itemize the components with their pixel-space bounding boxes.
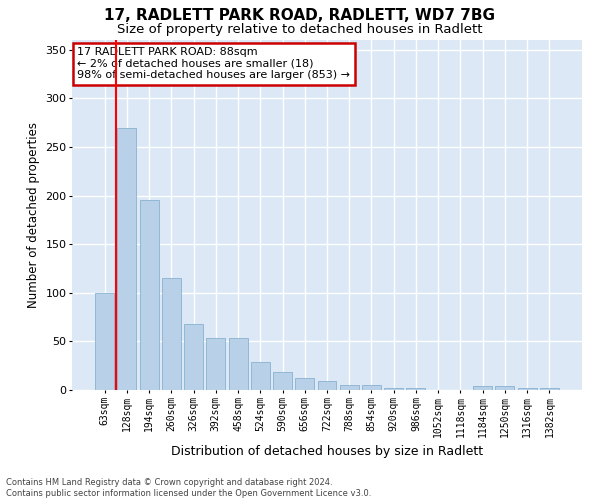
Bar bbox=[496, 386, 514, 390]
Bar bbox=[540, 388, 559, 390]
Bar bbox=[118, 128, 136, 390]
Text: 17, RADLETT PARK ROAD, RADLETT, WD7 7BG: 17, RADLETT PARK ROAD, RADLETT, WD7 7BG bbox=[104, 8, 496, 22]
X-axis label: Distribution of detached houses by size in Radlett: Distribution of detached houses by size … bbox=[171, 445, 483, 458]
Bar bbox=[206, 338, 225, 390]
Bar bbox=[295, 378, 314, 390]
Bar bbox=[362, 385, 381, 390]
Bar bbox=[95, 293, 114, 390]
Bar bbox=[251, 362, 270, 390]
Bar bbox=[184, 324, 203, 390]
Bar bbox=[273, 372, 292, 390]
Bar bbox=[140, 200, 158, 390]
Bar bbox=[340, 385, 359, 390]
Text: Size of property relative to detached houses in Radlett: Size of property relative to detached ho… bbox=[117, 22, 483, 36]
Bar bbox=[162, 278, 181, 390]
Text: 17 RADLETT PARK ROAD: 88sqm
← 2% of detached houses are smaller (18)
98% of semi: 17 RADLETT PARK ROAD: 88sqm ← 2% of deta… bbox=[77, 47, 350, 80]
Bar bbox=[317, 381, 337, 390]
Bar bbox=[518, 388, 536, 390]
Bar bbox=[384, 388, 403, 390]
Y-axis label: Number of detached properties: Number of detached properties bbox=[27, 122, 40, 308]
Text: Contains HM Land Registry data © Crown copyright and database right 2024.
Contai: Contains HM Land Registry data © Crown c… bbox=[6, 478, 371, 498]
Bar bbox=[229, 338, 248, 390]
Bar bbox=[406, 388, 425, 390]
Bar bbox=[473, 386, 492, 390]
